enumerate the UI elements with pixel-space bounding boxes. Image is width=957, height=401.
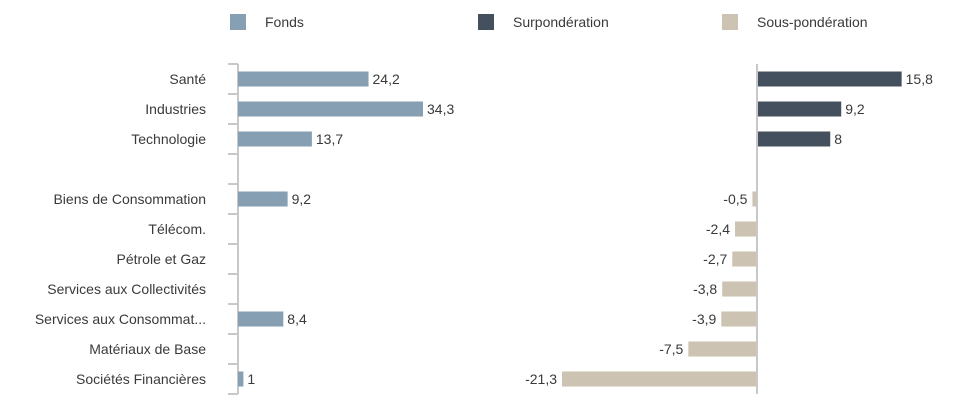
ecart-bar-10 [562,371,757,387]
category-label-7: Services aux Collectivités [47,281,206,297]
fonds-value-label-4: 9,2 [292,191,312,207]
category-label-0: Santé [169,71,206,87]
ecart-value-label-10: -21,3 [525,371,557,387]
ecart-value-label-0: 15,8 [906,71,933,87]
ecart-bar-2 [757,131,831,147]
fonds-bar-10 [238,371,244,387]
ecart-bar-1 [757,101,842,117]
fonds-bar-4 [238,191,288,207]
fonds-value-label-8: 8,4 [287,311,307,327]
fonds-bar-1 [238,101,423,117]
fonds-bar-8 [238,311,284,327]
ecart-value-label-2: 8 [834,131,842,147]
ecart-bar-0 [757,71,902,87]
ecart-value-label-9: -7,5 [659,341,683,357]
ecart-value-label-1: 9,2 [845,101,865,117]
legend-label-2: Sous-pondération [757,14,868,30]
ecart-bar-8 [721,311,757,327]
category-label-2: Technologie [131,131,206,147]
ecart-value-label-4: -0,5 [723,191,747,207]
fonds-bar-2 [238,131,312,147]
fonds-value-label-1: 34,3 [427,101,454,117]
ecart-value-label-7: -3,8 [693,281,717,297]
ecart-bar-4 [752,191,757,207]
category-label-6: Pétrole et Gaz [117,251,207,267]
fonds-value-label-2: 13,7 [316,131,343,147]
fonds-bar-0 [238,71,369,87]
legend-swatch-1 [478,14,494,30]
category-label-5: Télécom. [148,221,206,237]
ecart-bar-7 [722,281,757,297]
ecart-bar-6 [732,251,757,267]
fonds-value-label-10: 1 [247,371,255,387]
category-label-8: Services aux Consommat... [35,311,206,327]
category-label-1: Industries [145,101,206,117]
ecart-value-label-8: -3,9 [692,311,716,327]
category-label-9: Matériaux de Base [89,341,206,357]
category-label-10: Sociétés Financières [76,371,206,387]
legend-label-0: Fonds [265,14,304,30]
ecart-bar-5 [735,221,757,237]
legend-swatch-2 [722,14,738,30]
ecart-value-label-5: -2,4 [706,221,730,237]
legend-label-1: Surpondération [513,14,609,30]
ecart-value-label-6: -2,7 [703,251,727,267]
fonds-value-label-0: 24,2 [373,71,400,87]
legend-swatch-0 [230,14,246,30]
category-label-4: Biens de Consommation [53,191,206,207]
ecart-bar-9 [688,341,757,357]
